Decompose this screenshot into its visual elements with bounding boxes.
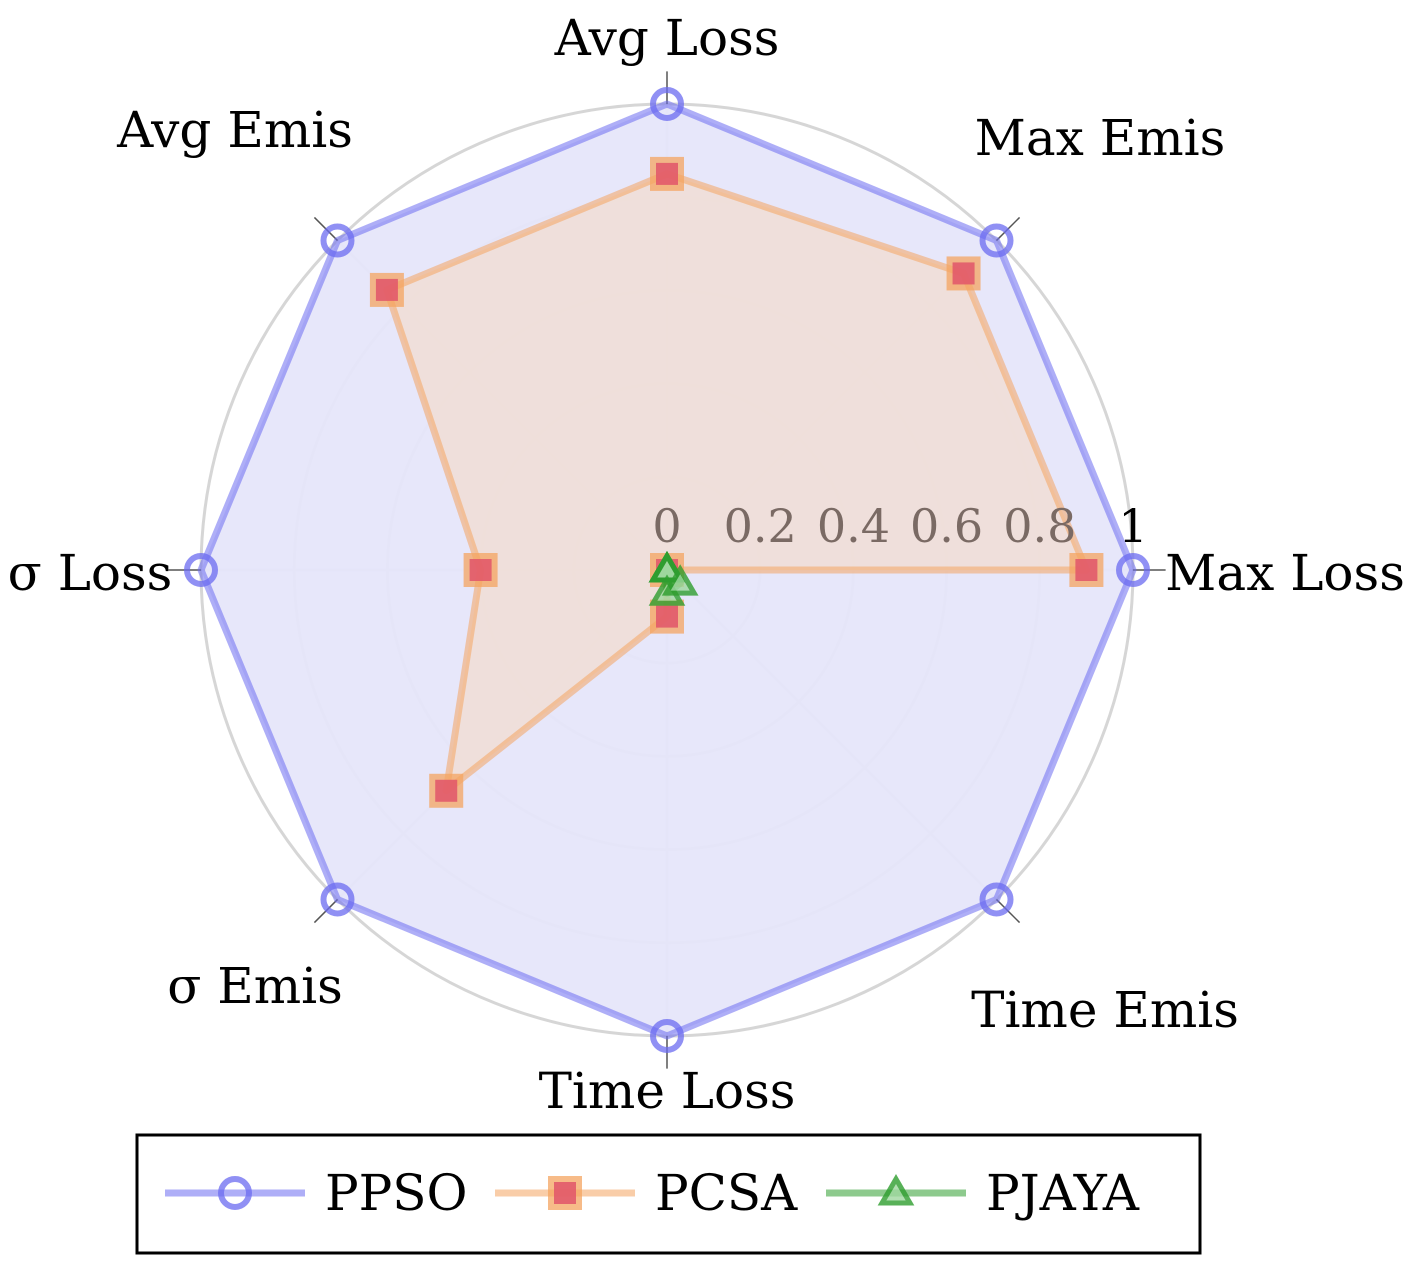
axis-label: Time Emis: [971, 981, 1239, 1039]
tick-label: 0.6: [910, 499, 983, 553]
axis-label: Max Emis: [975, 109, 1226, 167]
point-inner: [952, 262, 975, 285]
point-ppso: [650, 1019, 684, 1053]
tick-label: 1: [1118, 499, 1147, 553]
tick-label: 0.8: [1003, 499, 1076, 553]
series-line-ppso: [197, 100, 1137, 1040]
point-ppso: [184, 553, 218, 587]
point-inner: [435, 779, 458, 802]
series-area-pcsa: [386, 173, 1087, 791]
legend-item-pjaya: PJAYA: [826, 1164, 1140, 1222]
legend-item-ppso: PPSO: [165, 1164, 468, 1222]
point-pcsa: [1069, 553, 1104, 587]
legend-label: PCSA: [655, 1164, 798, 1222]
tick-label: 0.2: [724, 499, 797, 553]
point-ppso: [218, 1176, 252, 1210]
tick-label: 0.4: [817, 499, 890, 553]
point-inner: [656, 605, 678, 628]
point-inner: [469, 559, 492, 581]
axis-label: Max Loss: [1165, 544, 1405, 602]
point-pcsa: [463, 553, 498, 587]
axis-label: σ Emis: [167, 957, 343, 1015]
point-inner: [554, 1182, 576, 1204]
point-ppso: [320, 223, 355, 258]
axis-label: Time Loss: [539, 1062, 796, 1120]
point-ppso: [979, 223, 1014, 258]
point-inner: [375, 278, 398, 301]
legend: PPSO PCSA PJAYA: [135, 1133, 1202, 1255]
point-pjaya: [877, 1174, 915, 1206]
point-inner: [1075, 559, 1098, 581]
point-ppso: [320, 882, 355, 917]
point-pcsa: [429, 773, 464, 808]
point-pcsa: [650, 156, 684, 191]
series-pjaya: [648, 551, 699, 606]
point-inner: [656, 162, 678, 185]
legend-label: PPSO: [325, 1164, 468, 1222]
axis-label: σ Loss: [8, 544, 173, 602]
axis-label: Avg Loss: [554, 9, 780, 67]
radial-tick-labels: 0 0.2 0.4 0.6 0.8 1: [652, 499, 1147, 553]
legend-box: [135, 1133, 1202, 1255]
legend-item-pcsa: PCSA: [495, 1164, 798, 1222]
point-pcsa: [946, 256, 981, 291]
point-pjaya: [661, 564, 699, 596]
point-ppso: [650, 87, 684, 121]
tick-label: 0: [652, 499, 681, 553]
axis-labels: Max Loss Max Emis Avg Loss Avg Emis σ Loss σ …: [8, 9, 1405, 1120]
point-pcsa: [369, 272, 404, 307]
radar-series: [184, 87, 1150, 1053]
point-pcsa: [548, 1176, 582, 1210]
point-ppso: [979, 882, 1014, 917]
point-ppso: [1116, 553, 1150, 587]
axis-label: Avg Emis: [116, 101, 353, 159]
legend-label: PJAYA: [986, 1164, 1140, 1222]
